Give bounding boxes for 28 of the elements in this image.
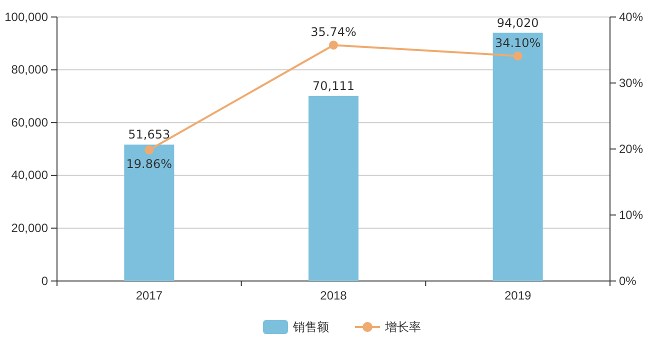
- point: [144, 145, 154, 154]
- y2-tick-label: 40%: [619, 10, 644, 24]
- bar: [308, 96, 358, 281]
- y2-tick-label: 30%: [619, 76, 644, 90]
- y2-tick-label: 10%: [619, 208, 644, 222]
- y2-tick-label: 20%: [619, 142, 644, 156]
- legend-label: 销售额: [292, 320, 329, 334]
- bar: [124, 144, 174, 281]
- x-tick-label: 2018: [320, 288, 348, 303]
- data-label: 70,111: [312, 78, 354, 93]
- legend-label: 增长率: [384, 320, 421, 334]
- y2-tick-label: 0%: [619, 274, 637, 288]
- y-tick-label: 80,000: [11, 62, 48, 77]
- y-tick-label: 100,000: [4, 10, 48, 24]
- bar: [492, 32, 543, 281]
- point: [329, 40, 338, 50]
- y-tick-label: 20,000: [11, 221, 48, 236]
- x-tick-label: 2019: [504, 288, 532, 303]
- data-label: 35.74%: [310, 25, 356, 40]
- data-label: 19.86%: [126, 156, 172, 171]
- y-tick-label: 0: [41, 274, 48, 288]
- y-tick-label: 60,000: [11, 115, 48, 130]
- data-label: 94,020: [496, 16, 539, 30]
- x-tick-label: 2017: [136, 288, 163, 303]
- data-label: 34.10%: [494, 36, 541, 50]
- point: [513, 51, 522, 60]
- y-tick-label: 40,000: [11, 168, 48, 182]
- data-label: 51,653: [128, 128, 170, 142]
